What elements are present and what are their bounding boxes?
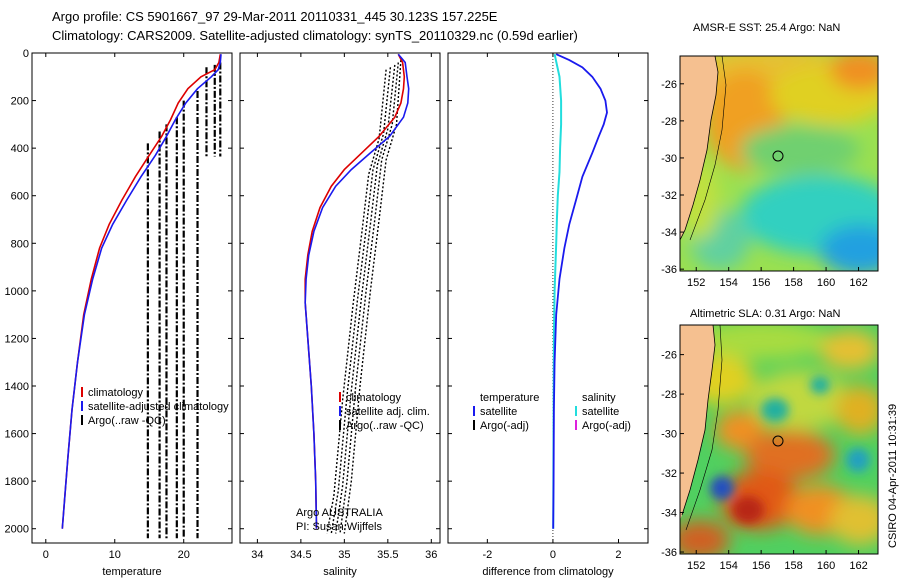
sla_map-ytick-label: -36 [661, 547, 677, 559]
temperature-xlabel: temperature [102, 566, 161, 578]
diff-legend-label-0: temperature [480, 392, 539, 404]
sst_map-ytick-label: -34 [661, 227, 677, 239]
sla_map-xtick-label: 156 [752, 560, 770, 572]
temperature-ytick-label: 2000 [5, 524, 29, 536]
temperature-ytick-label: 400 [11, 143, 29, 155]
difference-xlabel: difference from climatology [482, 566, 614, 578]
temperature-ytick-label: 1800 [5, 476, 29, 488]
diff-salinity-satellite-line [552, 53, 563, 529]
difference-xtick-label: 0 [550, 549, 556, 561]
temp-legend-label-0: climatology [88, 387, 144, 399]
diff-temperature-satellite-line [552, 53, 608, 529]
map-title-sst: AMSR-E SST: 25.4 Argo: NaN [693, 22, 840, 34]
difference-xtick-label: 2 [615, 549, 621, 561]
temperature-ytick-label: 0 [23, 48, 29, 60]
sla-map-coastline [681, 325, 716, 516]
salinity-xtick-label: 36 [425, 549, 437, 561]
temp-legend-label-1: satellite-adjusted climatology [88, 401, 229, 413]
sst_map-xtick-label: 162 [849, 277, 867, 289]
sst_map-ytick-label: -36 [661, 264, 677, 276]
sst_map-xtick-label: 152 [687, 277, 705, 289]
diff-legend-label-4: satellite [582, 406, 619, 418]
salinity-plot-area [239, 52, 441, 544]
sal-legend-label-2: Argo(..raw -QC) [346, 420, 424, 432]
sst_map-ytick-label: -28 [661, 116, 677, 128]
sst_map-ytick-label: -32 [661, 190, 677, 202]
salinity-xtick-label: 35 [338, 549, 350, 561]
temperature-plot-area [31, 52, 233, 544]
sst-map-land [680, 56, 718, 240]
diff-legend-label-2: Argo(-adj) [480, 420, 529, 432]
sal-argo-profile-4 [326, 69, 387, 534]
sst_map-xtick-label: 160 [817, 277, 835, 289]
sla_map-ytick-label: -30 [661, 429, 677, 441]
temperature-ytick-label: 1600 [5, 429, 29, 441]
sla-map: 152 154 156 158 160 162 -26 -28 -30 -32 -34 -36 [661, 324, 879, 572]
difference-xtick-label: -2 [482, 549, 492, 561]
salinity-panel: 34 34.5 35 35.5 36 salinity climatology satelli… [239, 52, 441, 578]
diff-legend-label-3: salinity [582, 392, 616, 404]
temperature-ytick-label: 1000 [5, 286, 29, 298]
sla-map-land [680, 325, 715, 520]
temperature-ytick-label: 200 [11, 96, 29, 108]
sla_map-ytick-label: -26 [661, 350, 677, 362]
sal-legend-label-1: satellite adj. clim. [346, 406, 430, 418]
sla_map-xtick-label: 158 [784, 560, 802, 572]
sal-legend-label-0: climatology [346, 392, 402, 404]
sla_map-xtick-label: 162 [849, 560, 867, 572]
map-title-sla: Altimetric SLA: 0.31 Argo: NaN [690, 308, 840, 320]
sal-argo-profile-3 [330, 67, 392, 534]
temperature-ytick-label: 800 [11, 238, 29, 250]
temp-satellite-line [61, 54, 222, 529]
salinity-xtick-label: 35.5 [377, 549, 398, 561]
temperature-ytick-label: 600 [11, 191, 29, 203]
sst-map-coastline [680, 56, 719, 241]
temperature-ytick-label: 1400 [5, 381, 29, 393]
salinity-xtick-label: 34.5 [290, 549, 311, 561]
sla_map-xtick-label: 160 [817, 560, 835, 572]
sla_map-ytick-label: -34 [661, 508, 677, 520]
sal-satellite-line [304, 53, 410, 529]
sal-argo-profile-0 [343, 60, 402, 534]
sla_map-xtick-label: 152 [687, 560, 705, 572]
sst_map-ytick-label: -26 [661, 79, 677, 91]
sst-float-marker [772, 150, 784, 162]
sst_map-ytick-label: -30 [661, 153, 677, 165]
sst-map: 152 154 156 158 160 162 -26 -28 -30 -32 -34 -36 [661, 55, 879, 289]
credit-pi: PI: Susan Wijffels [296, 521, 382, 533]
diff-legend-label-5: Argo(-adj) [582, 420, 631, 432]
sst_map-xtick-label: 156 [752, 277, 770, 289]
sst_map-xtick-label: 158 [784, 277, 802, 289]
temperature-panel: 0 10 20 temperature 0 200 400 600 800 1000 1200 140… [5, 48, 233, 578]
sla-float-marker [772, 435, 784, 447]
sal-argo-profile-2 [335, 64, 396, 534]
diff-legend-label-1: satellite [480, 406, 517, 418]
header-line-2: Climatology: CARS2009. Satellite-adjuste… [52, 28, 578, 43]
temperature-ytick-label: 1200 [5, 333, 29, 345]
sla_map-ytick-label: -32 [661, 468, 677, 480]
header-line-1: Argo profile: CS 5901667_97 29-Mar-2011 … [52, 9, 498, 24]
credit-argo-australia: Argo AUSTRALIA [296, 507, 383, 519]
difference-plot-area [447, 52, 649, 544]
timestamp-stamp: CSIRO 04-Apr-2011 10:31:39 [887, 404, 899, 548]
sla_map-ytick-label: -28 [661, 389, 677, 401]
sst_map-xtick-label: 154 [720, 277, 738, 289]
temperature-xtick-label: 0 [43, 549, 49, 561]
temperature-xtick-label: 10 [109, 549, 121, 561]
salinity-xtick-label: 34 [251, 549, 263, 561]
temp-legend-label-2: Argo(..raw -QC) [88, 415, 166, 427]
salinity-xlabel: salinity [323, 566, 357, 578]
sla_map-xtick-label: 154 [720, 560, 738, 572]
temperature-xtick-label: 20 [178, 549, 190, 561]
sal-argo-profile-1 [339, 62, 399, 534]
